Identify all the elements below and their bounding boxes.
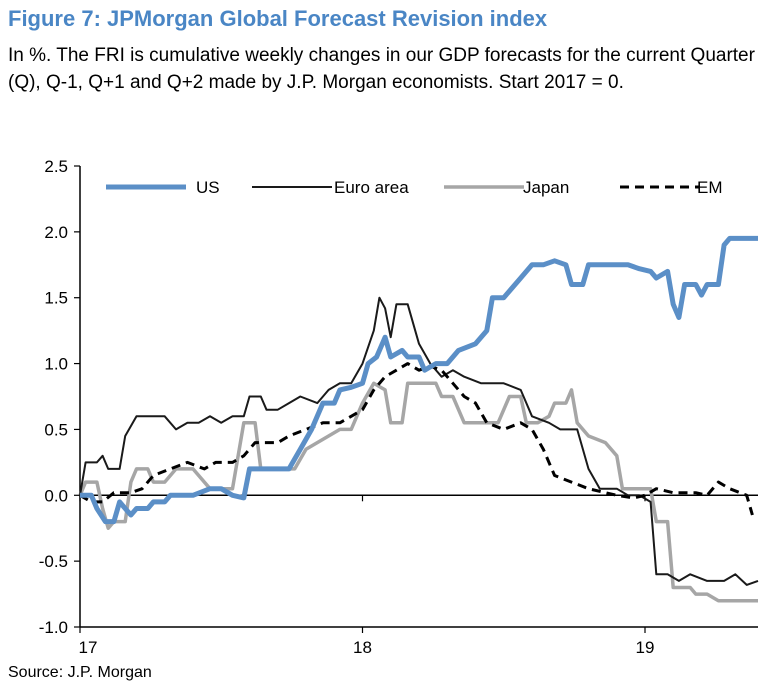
- x-tick-label: 18: [353, 638, 372, 657]
- legend-label: EM: [697, 178, 723, 197]
- legend-label: Japan: [523, 178, 569, 197]
- y-tick-label: -0.5: [39, 552, 68, 571]
- legend: US Euro area Japan EM: [106, 178, 723, 197]
- series-line-us: [80, 235, 758, 525]
- legend-label: US: [196, 178, 220, 197]
- y-tick-label: 1.5: [44, 289, 68, 308]
- y-tick-label: 2.0: [44, 223, 68, 242]
- legend-label: Euro area: [334, 178, 409, 197]
- chart-subtitle: In %. The FRI is cumulative weekly chang…: [8, 45, 755, 93]
- series-line-euro-area: [79, 296, 759, 586]
- series-line-japan: [78, 381, 758, 603]
- series-line-em: [79, 362, 754, 516]
- y-tick-label: 2.5: [44, 157, 68, 176]
- series-layer: [78, 235, 759, 603]
- y-tick-label: 0.5: [44, 420, 68, 439]
- source-note: Source: J.P. Morgan: [8, 664, 152, 681]
- x-tick-label: 19: [636, 638, 655, 657]
- chart-title: Figure 7: JPMorgan Global Forecast Revis…: [8, 6, 548, 31]
- x-tick-label: 17: [79, 638, 98, 657]
- y-tick-label: -1.0: [39, 618, 68, 637]
- y-tick-label: 0.0: [44, 486, 68, 505]
- y-tick-label: 1.0: [44, 355, 68, 374]
- y-axis: 2.5 2.0 1.5 1.0 0.5 0.0 -0.5 -1.0: [39, 157, 81, 637]
